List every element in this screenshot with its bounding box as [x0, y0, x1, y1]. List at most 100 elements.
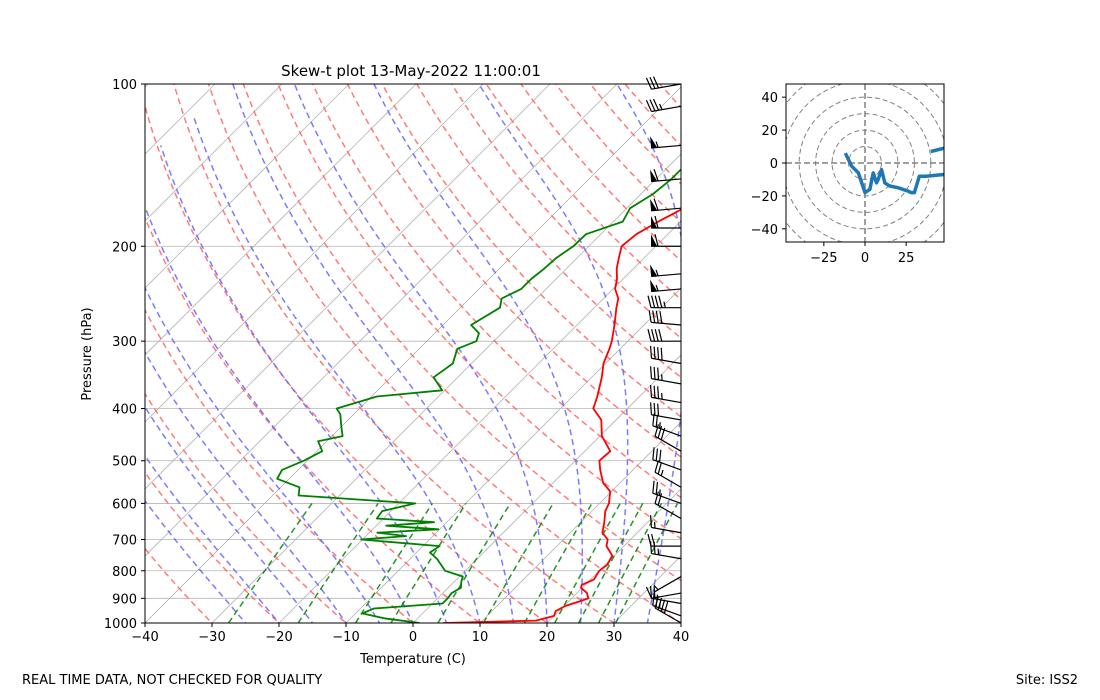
dry-adiabat [520, 84, 681, 262]
barb-flag [651, 216, 657, 229]
isotherm-line [546, 488, 681, 623]
barb-half [655, 141, 659, 148]
barb-full [652, 98, 660, 111]
barb-shaft [651, 178, 682, 183]
dry-adiabat [145, 215, 482, 623]
mixing-ratio-line [437, 503, 511, 623]
barb-half [653, 584, 659, 591]
wind-barb [649, 366, 682, 385]
x-tick-label: 20 [539, 630, 556, 645]
barb-shaft [654, 471, 682, 488]
wind-barb [654, 424, 682, 452]
y-tick-label: 900 [112, 592, 137, 607]
barb-full [658, 295, 663, 308]
barb-full [657, 493, 663, 506]
wind-barb [649, 345, 682, 365]
wind-barb [649, 384, 682, 404]
isotherm-line [145, 84, 283, 222]
barb-full [649, 345, 653, 359]
y-tick-label: 200 [112, 240, 137, 255]
barb-shaft [651, 526, 682, 534]
hodograph-x-tick-label: 25 [898, 251, 915, 266]
barb-flag [650, 169, 658, 182]
hodograph-y-tick-label: −40 [751, 223, 778, 238]
barb-shaft [654, 576, 682, 593]
x-tick-label: −40 [131, 630, 158, 645]
barb-full [653, 169, 659, 182]
skew-t-plot: Skew-t plot 13-May-2022 11:00:01 −40 −30−… [80, 62, 689, 667]
barb-full [645, 99, 653, 112]
mixing-ratio-lines [227, 502, 679, 623]
barb-full [660, 599, 666, 612]
wind-barb [651, 215, 681, 229]
mixing-ratio-line [390, 503, 467, 623]
x-tick-label: 10 [472, 630, 489, 645]
hodograph-y-tick-label: 20 [761, 124, 778, 139]
isotherm-line [211, 153, 681, 623]
mixing-ratio-line [577, 503, 644, 623]
moist-adiabat [145, 350, 347, 623]
dry-adiabat [145, 547, 214, 623]
barb-full [645, 77, 653, 90]
barb-full [655, 594, 659, 607]
isotherm-line [613, 555, 681, 623]
y-tick-label: 500 [112, 455, 137, 470]
dry-adiabat [145, 471, 281, 623]
y-tick-label: 100 [112, 78, 137, 93]
wind-barb [649, 402, 682, 421]
barb-full [652, 310, 656, 323]
barb-shaft [651, 378, 682, 385]
barb-full [648, 310, 652, 323]
barb-full [649, 99, 656, 112]
dry-adiabat [658, 84, 681, 109]
moist-adiabat [293, 84, 548, 623]
barb-full [653, 346, 656, 359]
barb-full [654, 491, 659, 504]
wind-barb [654, 491, 682, 520]
barb-full [652, 480, 655, 494]
barb-shaft [651, 414, 682, 421]
dry-adiabat [242, 84, 681, 582]
mixing-ratio-line [482, 503, 554, 623]
y-tick-label: 600 [112, 497, 137, 512]
dry-adiabat [346, 84, 681, 458]
dry-adiabat [207, 84, 681, 623]
barb-full [649, 402, 653, 415]
dry-adiabat [277, 84, 681, 540]
barb-half [663, 301, 666, 308]
temperature-profile [443, 208, 681, 623]
barb-full [649, 77, 656, 89]
y-axis-label: Pressure (hPa) [80, 307, 95, 400]
hodograph-crosshair [786, 84, 944, 242]
sounding-profiles [276, 168, 681, 623]
barb-shaft [651, 83, 682, 90]
isotherm-line [412, 354, 681, 623]
barb-full [651, 295, 656, 308]
barb-full [659, 311, 663, 324]
x-tick-label: 30 [606, 630, 623, 645]
y-tick-label: 300 [112, 335, 137, 350]
x-axis-ticks: −40 −30 −20 −10 0 10 20 30 40 [131, 623, 689, 645]
wind-barb [648, 310, 682, 326]
barb-flag [651, 234, 657, 247]
wind-barb [650, 169, 682, 183]
barb-shaft [651, 144, 682, 149]
barb-full [657, 462, 663, 475]
dry-adiabat [145, 308, 415, 623]
barb-full [651, 533, 656, 547]
barb-full [657, 367, 660, 380]
wind-barb [650, 136, 682, 149]
barb-half [658, 422, 661, 429]
hodograph-segment [843, 152, 944, 195]
dry-adiabat [311, 84, 681, 499]
dry-adiabat [381, 84, 681, 418]
moist-adiabat [680, 619, 681, 623]
x-tick-label: −30 [198, 630, 225, 645]
barb-full [647, 295, 652, 308]
barb-flag [650, 279, 658, 292]
barb-shaft [651, 105, 682, 113]
chart-title: Skew-t plot 13-May-2022 11:00:01 [281, 62, 541, 80]
barb-full [645, 586, 653, 599]
barb-half [655, 269, 659, 277]
